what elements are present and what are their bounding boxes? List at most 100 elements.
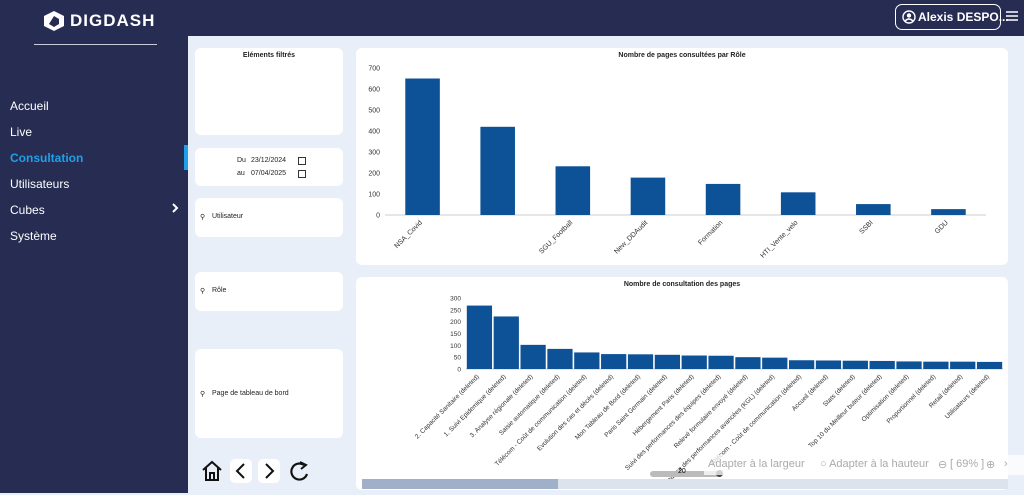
x-tick-label: Formation [697,219,724,246]
x-tick-label: Proportionnel (deleted) [886,373,938,425]
chevron [172,203,179,213]
active-indicator [184,145,188,170]
bar [735,357,761,369]
date-value[interactable]: 23/12/2024 [251,157,287,164]
search-label: Utilisateur [212,213,244,220]
bar [627,354,654,369]
x-tick-label: NSA_Covid [393,219,424,250]
y-tick-label: 250 [450,307,461,314]
back-button[interactable] [230,459,252,483]
menu-item[interactable]: Système [10,229,57,243]
fit-height[interactable]: ○ Adapter à la hauteur [820,458,929,470]
y-tick-label: 0 [376,213,380,220]
bar [480,126,515,215]
search-card[interactable]: ⚲ Utilisateur [195,198,343,237]
bar [780,192,816,215]
search-icon: ⚲ [200,288,206,295]
fit-height-label: Adapter à la hauteur [829,458,929,470]
sidebar: DIGDASH Accueil Live Consultation Utilis… [0,0,188,493]
y-tick-label: 200 [368,171,380,178]
zoom-out[interactable]: ⊖ [938,459,948,471]
forward-button[interactable] [258,459,280,483]
x-tick-label: New_DDAudit [613,219,649,255]
bar [931,209,966,215]
user-icon [902,10,916,24]
y-tick-label: 600 [368,87,380,94]
y-tick-label: 100 [450,343,461,350]
bar [869,360,895,369]
zoom-in[interactable]: ⊕ [986,459,996,471]
bar [493,316,519,369]
chart: Nombre de consultation des pages 0 50 100 15… [414,281,1003,487]
bar [856,204,891,215]
x-tick-label: Optimisation (deleted) [861,373,911,423]
bar [466,305,493,369]
bar [762,357,788,369]
slider-value: 20 [678,468,686,475]
search-icon: ⚲ [200,214,206,221]
date-value[interactable]: 07/04/2025 [251,170,287,177]
divider [34,44,157,45]
filtered-card: Eléments filtrés [195,48,343,135]
bar [708,355,734,369]
x-tick-label: GDU [934,219,950,235]
bar [520,344,546,369]
logo: DIGDASH [70,11,156,30]
search-label: Rôle [212,287,227,294]
search-card[interactable]: ⚲ Rôle [195,272,343,311]
bar [950,361,976,369]
zoom-level: [ 69% ] [950,458,985,470]
y-tick-label: 50 [454,355,462,362]
menu-item[interactable]: Cubes [10,203,45,217]
bar [923,361,949,369]
calendar-icon[interactable] [298,157,306,165]
y-tick-label: 150 [450,331,461,338]
user-button[interactable]: Alexis DESPO... [895,4,1009,30]
bar [547,348,573,369]
bar [789,360,815,369]
logo-icon [44,11,64,31]
chart-card: Nombre de pages consultées par Rôle 0 100 2… [356,48,1008,265]
bar [601,354,627,369]
date-card: Du 23/12/2024 au 07/04/2025 [195,148,343,186]
bar [630,177,666,215]
y-tick-label: 300 [368,150,380,157]
chart-title: Nombre de pages consultées par Rôle [618,52,745,59]
menu-item[interactable]: Live [10,125,33,139]
menu-item[interactable]: Utilisateurs [10,177,70,191]
y-tick-label: 500 [368,108,380,115]
fit-width[interactable]: Adapter à la largeur [708,458,805,470]
search-card[interactable]: ⚲ Page de tableau de bord [195,349,343,438]
bar [574,352,600,369]
scroll-thumb[interactable] [362,479,558,489]
menu-item[interactable]: Accueil [10,99,49,113]
refresh-button[interactable] [290,461,309,481]
y-tick-label: 300 [450,296,461,303]
x-tick-label: SSBI [858,219,874,235]
bar [705,183,741,215]
hamburger[interactable] [1005,10,1019,22]
search-label: Page de tableau de bord [212,390,289,397]
bar [681,355,707,369]
x-tick-label: SGU_Football [538,219,574,255]
card-title: Eléments filtrés [242,52,296,59]
zoom-next[interactable]: › [1004,458,1008,470]
scrollbar[interactable] [362,479,1008,489]
bar [896,361,922,369]
home-button[interactable] [202,460,222,481]
y-tick-label: 100 [368,192,380,199]
zoom-bar: Adapter à la largeur ○ Adapter à la haut… [704,455,1024,475]
menu-item-active[interactable]: Consultation [10,151,84,165]
nav-buttons [202,459,309,483]
y-tick-label: 200 [450,319,461,326]
y-tick-label: 400 [368,129,380,136]
calendar-icon[interactable] [298,170,306,178]
date-label: au [237,170,245,177]
y-tick-label: 700 [368,66,380,73]
bar [815,360,842,369]
bar [976,361,1003,369]
bar [555,166,591,215]
x-tick-label: HTI_Vente_velo [759,219,799,259]
bar [405,78,440,215]
